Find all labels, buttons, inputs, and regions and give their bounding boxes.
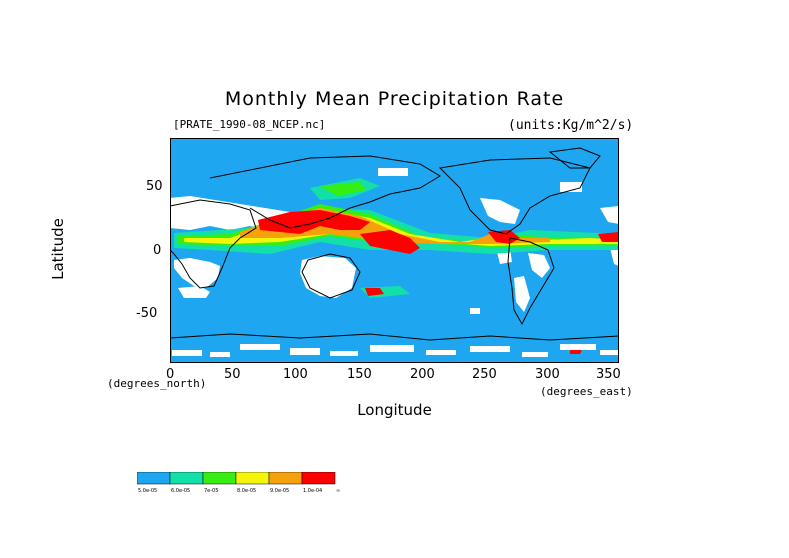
colorbar-swatch [169,472,204,485]
colorbar-swatch [202,472,237,485]
coastline-greenland [548,147,601,169]
y-tick-label: 0 [153,243,162,258]
coastline-north-america [438,157,591,235]
x-tick-label: 300 [535,367,560,382]
colorbar: 5.0e-05 6.0e-05 7e-05 8.0e-05 9.0e-05 1.0e-04… [137,472,340,494]
precip-zone-green-north [320,182,366,196]
precip-zone-red-south-pacific [365,288,384,296]
x-axis-label: Longitude [357,401,432,419]
precip-zone-red-central-america [488,230,520,244]
antarctic-patch [210,352,230,357]
antarctic-patch [290,348,320,355]
dry-region-south-atlantic [178,286,210,298]
dry-region-south-america-west [514,276,530,312]
chart-title: Monthly Mean Precipitation Rate [224,88,565,110]
dry-region-south-pacific [470,308,480,314]
antarctic-patch [172,350,202,356]
dry-region-australia [300,256,356,298]
precip-zone-red-west-pacific [360,230,420,254]
coastline-south-america [507,237,555,326]
colorbar-labels: 5.0e-05 6.0e-05 7e-05 8.0e-05 9.0e-05 1.0e-04… [138,488,340,494]
antarctic-patches [172,344,618,357]
colorbar-label: 1.0e-04 [303,488,322,494]
precip-band-red [258,210,619,354]
x-tick-label: 250 [472,367,497,382]
colorbar-label: 6.0e-05 [171,488,190,494]
colorbar-swatch [301,472,336,485]
x-tick-label: 350 [596,367,621,382]
plot-frame [170,138,619,363]
coastline-eurasia [209,155,441,229]
coastline-australia [301,253,361,299]
colorbar-swatch [137,472,171,485]
x-tick-label: 200 [410,367,435,382]
colorbar-swatch [268,472,303,485]
y-axis-label: Latitude [49,218,67,280]
dry-region-southern-africa [174,258,220,288]
x-tick-label: 50 [224,367,241,382]
antarctic-patch [370,345,414,352]
dry-region-eastern-pacific [610,248,619,266]
antarctic-patch [330,351,358,356]
dry-region-north-america [480,198,520,224]
precip-zone-red-asia [258,210,370,234]
x-axis-note-right: (degrees_east) [540,385,633,398]
colorbar-swatch [235,472,270,485]
colorbar-label: 8.0e-05 [237,488,256,494]
precip-zone-red-east-atlantic [598,232,619,242]
coastlines [170,147,619,341]
antarctic-patch [600,350,618,355]
colorbar-label: ∞ [336,488,340,494]
coastline-africa [170,199,257,289]
antarctic-patch [240,344,280,350]
colorbar-label: 9.0e-05 [270,488,289,494]
dry-region-north-pacific [378,168,408,176]
dry-region-brazil-east [528,253,550,278]
y-tick-label: 50 [146,179,163,194]
colorbar-swatches [137,472,336,485]
antarctic-patch [426,350,456,355]
source-label: [PRATE_1990-08_NCEP.nc] [173,118,326,131]
x-axis-note-left: (degrees_north) [107,377,207,390]
coastline-antarctica [170,333,619,341]
dry-region-western-africa [600,206,619,224]
antarctic-patch [522,352,548,357]
colorbar-label: 5.0e-05 [138,488,157,494]
x-tick-label: 0 [166,367,175,382]
antarctic-patch [470,346,510,352]
colorbar-label: 7e-05 [204,488,218,494]
dry-region-north-atlantic [560,182,582,192]
y-tick-label: -50 [136,306,158,321]
antarctic-patch [560,344,596,350]
units-label: (units:Kg/m^2/s) [508,118,634,133]
x-tick-label: 150 [347,367,372,382]
x-tick-label: 100 [283,367,308,382]
precipitation-map [170,138,619,363]
precip-zone-red-antarctic [570,350,582,354]
